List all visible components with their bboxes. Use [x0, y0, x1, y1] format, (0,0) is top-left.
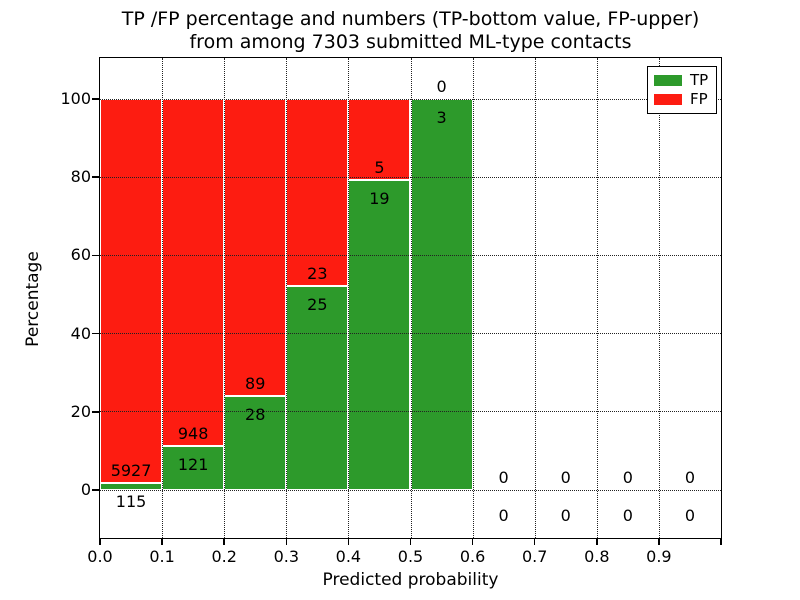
x-tick-label: 0.6: [459, 547, 486, 566]
x-tick-label: 0.5: [397, 547, 424, 566]
tp-count-label: 3: [436, 108, 447, 127]
x-axis-tick: [347, 538, 350, 545]
y-axis-tick: [92, 176, 99, 178]
chart-title: TP /FP percentage and numbers (TP-bottom…: [100, 8, 721, 54]
bar-segment-tp: [100, 482, 163, 490]
x-gridline: [286, 58, 288, 538]
tp-swatch-icon: [654, 75, 682, 86]
x-gridline: [596, 58, 598, 538]
tp-count-label: 0: [622, 506, 633, 525]
x-tick-label: 0.8: [584, 547, 610, 566]
x-tick-label: 0.7: [521, 547, 548, 566]
legend-entry-tp: TP: [654, 73, 710, 88]
legend-entry-fp: FP: [654, 92, 710, 107]
x-axis-tick: [471, 538, 474, 545]
bar-segment-tp: [286, 286, 349, 490]
y-axis-tick: [92, 411, 99, 413]
x-axis-tick: [409, 538, 412, 545]
x-axis-tick: [596, 538, 598, 545]
x-tick-label: 0.9: [646, 547, 672, 566]
x-axis-tick: [161, 538, 163, 545]
x-gridline: [472, 58, 474, 538]
legend-label-tp: TP: [690, 71, 709, 89]
x-gridline: [162, 58, 164, 538]
fp-count-label: 0: [498, 468, 509, 487]
y-tick-label: 100: [60, 89, 91, 108]
bar-segment-tp: [162, 445, 225, 490]
y-axis-tick: [92, 98, 99, 100]
y-axis-tick: [92, 489, 99, 491]
fp-count-label: 5: [374, 158, 385, 178]
x-axis-tick: [658, 538, 660, 545]
x-axis-tick: [99, 538, 101, 545]
fp-count-label: 948: [177, 423, 209, 443]
bar-segment-fp: [100, 99, 163, 483]
bar-segment-tp: [348, 180, 411, 490]
y-axis-tick: [92, 254, 99, 257]
y-tick-label: 0: [80, 480, 91, 499]
y-tick-label: 80: [70, 167, 91, 187]
x-gridline: [348, 58, 350, 538]
fp-swatch-icon: [654, 94, 682, 105]
fp-count-label: 0: [622, 468, 633, 487]
x-axis-tick: [720, 538, 722, 545]
bar-segment-fp: [224, 99, 287, 397]
x-axis-label: Predicted probability: [322, 570, 499, 590]
fp-count-label: 0: [436, 77, 447, 96]
tp-count-label: 0: [498, 506, 509, 525]
x-gridline: [224, 58, 226, 538]
x-axis-tick: [223, 538, 225, 545]
tp-count-label: 0: [560, 506, 571, 525]
x-tick-label: 0.0: [87, 547, 113, 566]
fp-count-label: 23: [307, 264, 328, 284]
y-axis-tick: [92, 332, 99, 335]
tp-count-label: 25: [307, 295, 328, 315]
x-tick-label: 0.4: [335, 547, 362, 566]
tp-count-label: 121: [177, 454, 209, 474]
fp-count-label: 5927: [110, 460, 152, 480]
x-tick-label: 0.2: [211, 547, 237, 566]
tp-count-label: 0: [684, 506, 696, 525]
tp-count-label: 28: [245, 405, 266, 425]
y-tick-label: 40: [70, 323, 91, 343]
bar-segment-fp: [286, 99, 349, 287]
x-tick-label: 0.1: [149, 547, 175, 566]
y-axis-label: Percentage: [23, 251, 43, 347]
chart-title-line1: TP /FP percentage and numbers (TP-bottom…: [121, 8, 700, 30]
bar-segment-fp: [162, 99, 225, 446]
fp-count-label: 0: [560, 468, 571, 487]
x-tick-label: 0.3: [273, 547, 300, 566]
tp-count-label: 19: [369, 189, 390, 209]
bar-segment-tp: [410, 99, 473, 490]
x-gridline: [534, 58, 536, 538]
x-gridline: [410, 58, 412, 538]
x-gridline: [658, 58, 660, 538]
fp-count-label: 89: [245, 374, 266, 394]
x-axis-tick: [285, 538, 288, 545]
tp-count-label: 115: [115, 491, 147, 511]
y-tick-label: 20: [70, 401, 91, 421]
y-tick-label: 60: [70, 245, 91, 265]
legend-label-fp: FP: [690, 90, 708, 108]
legend: TP FP: [647, 66, 717, 114]
x-axis-tick: [533, 538, 536, 545]
fp-count-label: 0: [684, 468, 696, 487]
chart-title-line2: from among 7303 submitted ML-type contac…: [189, 31, 632, 53]
